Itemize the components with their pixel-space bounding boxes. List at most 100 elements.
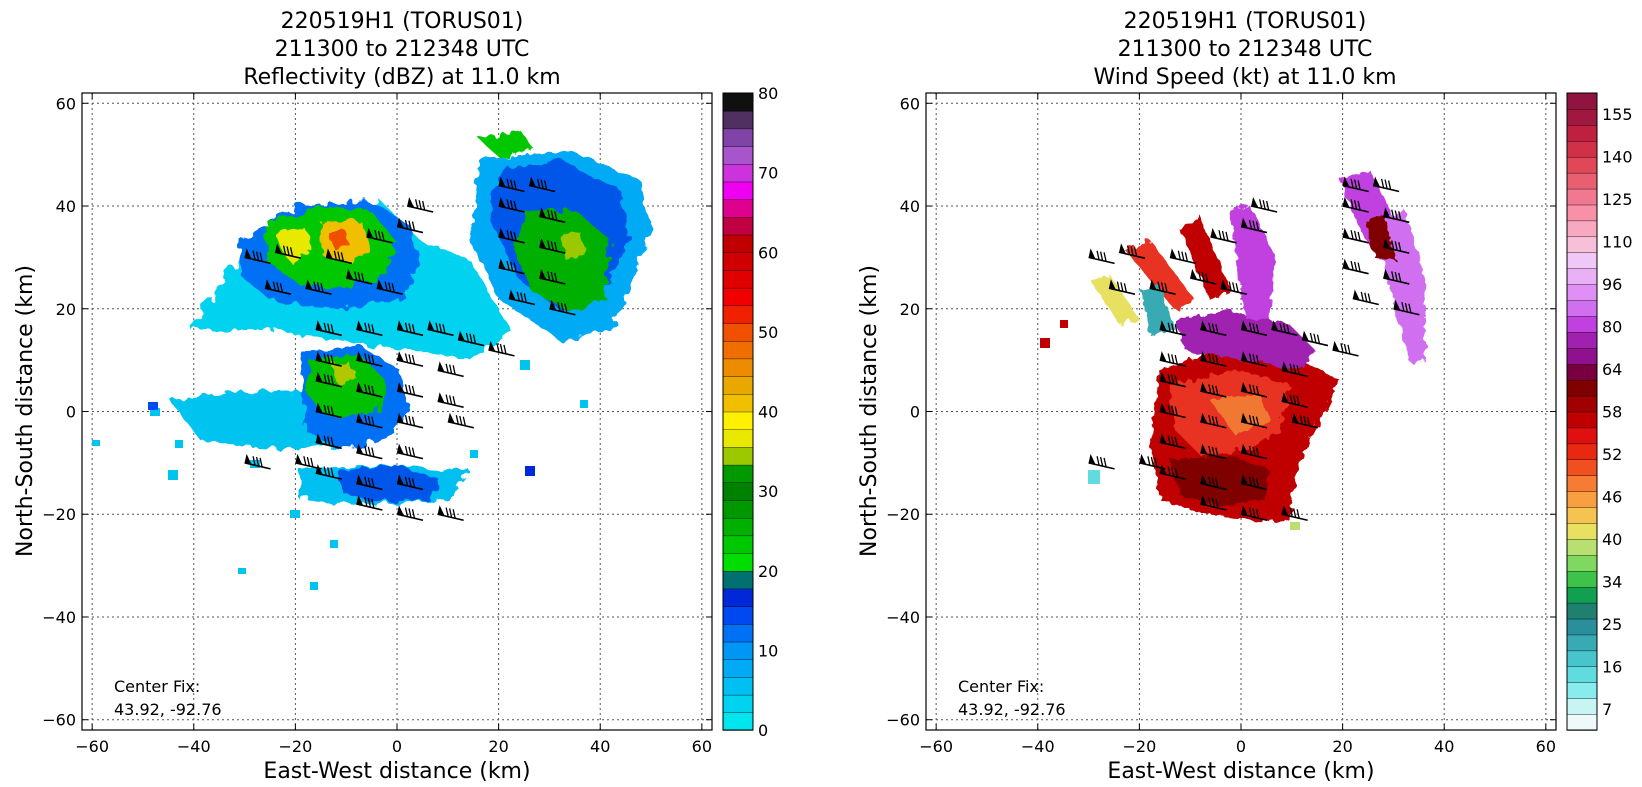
wind-barb-flag bbox=[397, 505, 404, 516]
wind-barb-feather bbox=[1208, 476, 1212, 486]
wind-barb-flag bbox=[1159, 402, 1167, 414]
wind-barbs bbox=[244, 176, 576, 522]
x-tick-label: −60 bbox=[75, 737, 109, 756]
wind-barb-flag bbox=[529, 176, 537, 188]
wind-barb-staff bbox=[1190, 277, 1217, 285]
wind-barb-flag bbox=[356, 494, 364, 506]
wind-barb-feather bbox=[1205, 272, 1209, 283]
wind-barb-feather bbox=[1252, 508, 1256, 518]
wind-barb-feather bbox=[1353, 261, 1358, 272]
wind-barb-staff bbox=[315, 379, 342, 388]
wind-barb-flag bbox=[1241, 505, 1248, 516]
wind-barb-staff bbox=[1240, 451, 1268, 460]
wind-barb-feather bbox=[506, 230, 510, 240]
wind-barb-feather bbox=[408, 220, 412, 230]
wind-barb-flag bbox=[1241, 320, 1248, 331]
wind-barb-feather bbox=[1398, 272, 1402, 283]
colorbar-segment bbox=[722, 535, 754, 554]
colorbar-segment bbox=[722, 252, 754, 271]
wind-barb-staff bbox=[488, 349, 515, 357]
wind-barb-feather bbox=[1343, 343, 1348, 354]
wind-barb-feather bbox=[384, 281, 388, 291]
wind-barb-staff bbox=[305, 287, 332, 295]
wind-barbs bbox=[1088, 176, 1420, 522]
wind-barb-feather bbox=[1174, 406, 1178, 416]
wind-barb-flag bbox=[397, 217, 404, 229]
x-axis-label: East-West distance (km) bbox=[1107, 759, 1374, 784]
wind-barb-feather bbox=[411, 385, 416, 396]
colorbar-segment bbox=[1566, 204, 1598, 222]
wind-barb-feather bbox=[1184, 252, 1189, 262]
colorbar-segment bbox=[1566, 650, 1598, 667]
wind-barb-staff bbox=[1281, 400, 1308, 409]
wind-barb-flag bbox=[539, 207, 547, 218]
wind-barb-feather bbox=[1150, 456, 1155, 467]
wind-barb-staff bbox=[396, 225, 424, 234]
colorbar-tick-label: 10 bbox=[758, 641, 778, 660]
wind-barb-staff bbox=[1088, 462, 1115, 470]
colorbar-segment bbox=[722, 588, 754, 607]
wind-barb-flag bbox=[437, 505, 445, 516]
wind-barb-flag bbox=[1220, 279, 1228, 290]
wind-barb-staff bbox=[1352, 297, 1379, 306]
wind-barb-feather bbox=[554, 211, 558, 221]
wind-barb-feather bbox=[259, 252, 263, 262]
wind-barb-feather bbox=[279, 283, 284, 293]
wind-barb-feather bbox=[1255, 416, 1260, 426]
wind-barb-flag bbox=[1241, 217, 1248, 229]
wind-barb-feather bbox=[1211, 477, 1215, 487]
wind-barb-feather bbox=[536, 178, 541, 189]
wind-barb-flag bbox=[397, 474, 404, 486]
colorbar-tick-label: 16 bbox=[1602, 657, 1622, 676]
wind-barb-feather bbox=[259, 457, 263, 468]
wind-barb-feather bbox=[1099, 251, 1104, 261]
wind-barb-feather bbox=[547, 271, 551, 281]
wind-barb-feather bbox=[1255, 447, 1260, 457]
colorbar-tick-label: 110 bbox=[1602, 233, 1633, 252]
wind-barb-staff bbox=[528, 184, 556, 193]
wind-barb-feather bbox=[455, 415, 459, 425]
wind-barb-feather bbox=[1215, 385, 1219, 396]
wind-barb-feather bbox=[1228, 281, 1232, 291]
wind-barb-staff bbox=[437, 513, 464, 522]
wind-barb-flag bbox=[437, 392, 445, 403]
wind-barb-flag bbox=[356, 474, 364, 486]
wind-barb-flag bbox=[1119, 243, 1127, 254]
wind-barb-feather bbox=[303, 456, 307, 466]
wind-barb-feather bbox=[543, 180, 548, 190]
wind-barb-flag bbox=[356, 381, 364, 393]
wind-barb-feather bbox=[459, 415, 463, 426]
colorbar-segment bbox=[1566, 475, 1598, 492]
wind-barb-feather bbox=[381, 231, 385, 241]
wind-barb-staff bbox=[1383, 215, 1410, 224]
wind-barb-feather bbox=[367, 446, 371, 456]
wind-barb-flag bbox=[356, 351, 364, 362]
wind-barb-feather bbox=[374, 230, 378, 240]
wind-barb-feather bbox=[323, 322, 327, 332]
wind-barb-staff bbox=[396, 513, 424, 522]
wind-barb-feather bbox=[1167, 466, 1171, 476]
wind-barb-flag bbox=[1291, 412, 1299, 424]
wind-barb-feather bbox=[452, 365, 456, 375]
wind-barb-feather bbox=[408, 415, 412, 426]
wind-barb-flag bbox=[1251, 197, 1259, 208]
wind-barb-feather bbox=[1154, 457, 1158, 468]
wind-barb-staff bbox=[1200, 328, 1227, 337]
wind-barb-feather bbox=[1215, 478, 1219, 488]
wind-barb-staff bbox=[1159, 359, 1186, 367]
colorbar-segment bbox=[1566, 347, 1598, 365]
wind-barb-feather bbox=[272, 281, 277, 291]
x-tick-label: 40 bbox=[1434, 737, 1454, 756]
wind-barb-flag bbox=[1159, 371, 1167, 383]
wind-barb-feather bbox=[1340, 343, 1344, 353]
colorbar-segment bbox=[722, 676, 754, 696]
wind-barb-feather bbox=[1096, 250, 1100, 260]
wind-barb-feather bbox=[1116, 281, 1121, 291]
wind-barb-flag bbox=[1383, 268, 1391, 280]
wind-barb-feather bbox=[255, 251, 260, 261]
colorbar-segment bbox=[1566, 570, 1598, 588]
wind-barb-flag bbox=[1301, 330, 1309, 342]
wind-barb-staff bbox=[1200, 359, 1227, 367]
wind-barb-feather bbox=[1167, 435, 1171, 445]
wind-barb-feather bbox=[465, 332, 470, 343]
